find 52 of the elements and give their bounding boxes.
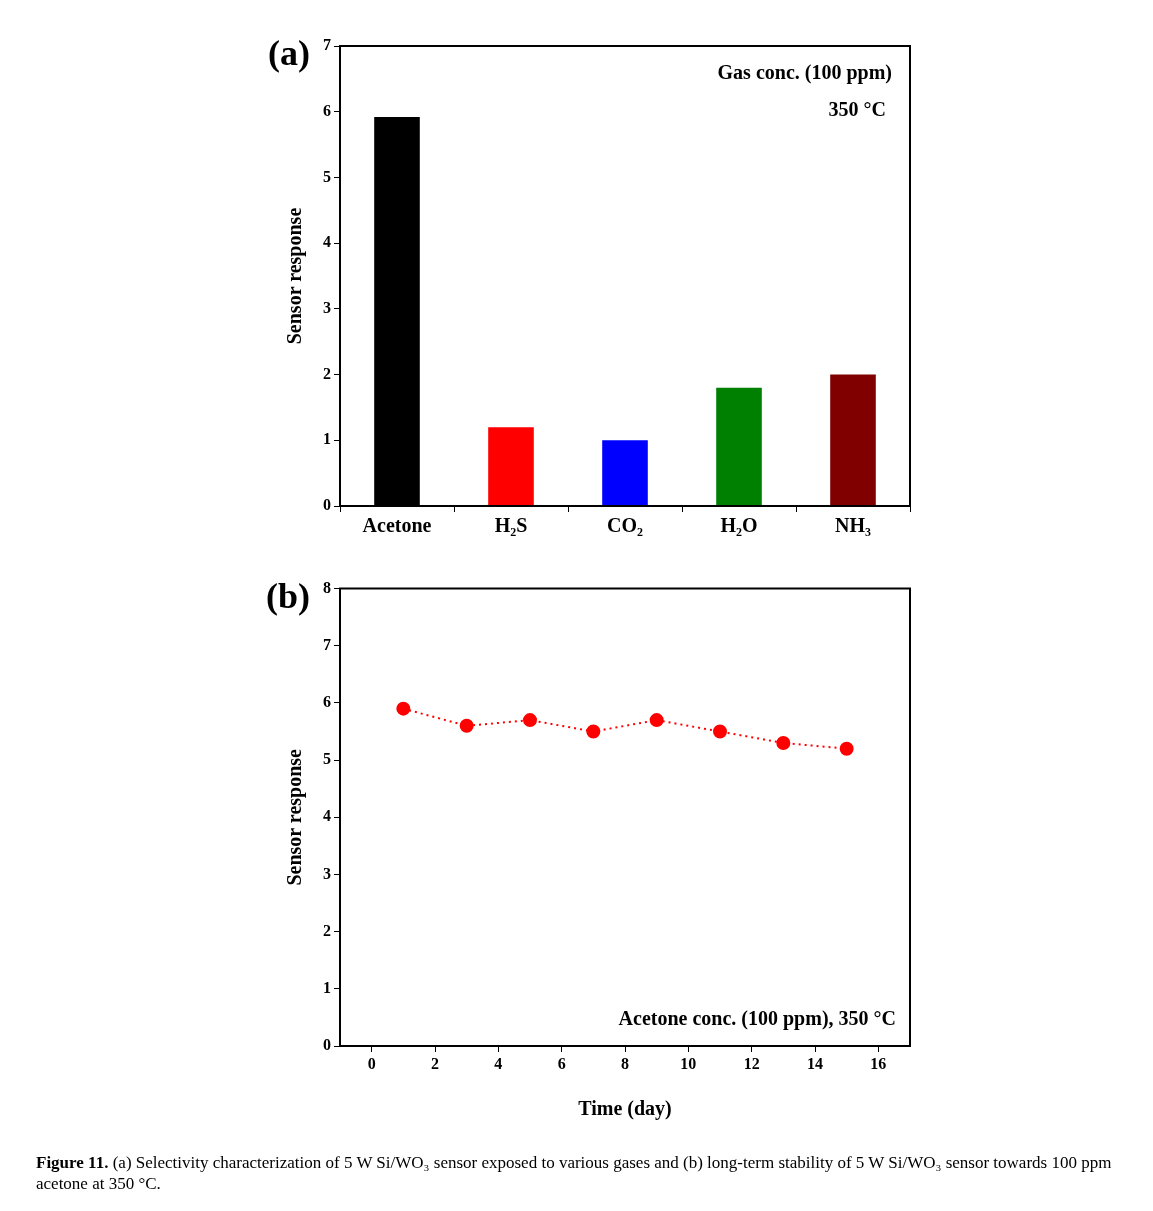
y-axis-title: Sensor response (283, 207, 307, 345)
annotation: Gas conc. (100 ppm) (717, 61, 892, 85)
x-tick-label: 14 (807, 1054, 823, 1072)
point (649, 713, 664, 728)
point (839, 741, 854, 756)
bar (602, 440, 648, 506)
y-tick-label: 7 (323, 36, 331, 54)
x-axis-title: Time (day) (578, 1097, 672, 1121)
x-tick-label: 6 (557, 1054, 566, 1072)
x-tick-label: 8 (621, 1054, 629, 1072)
y-tick-label: 1 (323, 978, 331, 996)
point (776, 735, 791, 750)
y-tick-label: 4 (323, 233, 331, 251)
point (523, 713, 537, 728)
y-axis-title: Sensor response (283, 748, 307, 886)
x-tick-label: H₂S (494, 514, 528, 537)
y-tick-label: 4 (323, 807, 331, 825)
y-tick-label: 3 (323, 864, 331, 882)
bar (830, 374, 876, 506)
bar (488, 427, 534, 506)
point (713, 724, 727, 739)
bar (716, 387, 762, 506)
annotation: 350 °C (828, 98, 886, 121)
y-tick-label: 0 (323, 496, 331, 514)
x-tick-label: Acetone (362, 514, 432, 537)
y-tick-label: 6 (323, 101, 331, 119)
x-tick-label: CO₂ (607, 514, 643, 537)
y-tick-label: 2 (323, 364, 331, 382)
x-tick-label: H₂O (720, 514, 758, 537)
point (459, 718, 474, 733)
point (586, 724, 601, 739)
text: (b) (266, 575, 310, 616)
x-tick-label: 10 (680, 1054, 697, 1072)
y-tick-label: 2 (323, 921, 331, 939)
y-tick-label: 0 (323, 1036, 331, 1054)
y-tick-label: 5 (323, 167, 331, 185)
x-tick-label: 16 (870, 1054, 887, 1072)
point (396, 701, 411, 716)
x-tick-label: NH₃ (835, 514, 871, 537)
annotation: Acetone conc. (100 ppm), 350 °C (618, 1007, 896, 1031)
y-tick-label: 1 (323, 430, 331, 448)
y-tick-label: 6 (323, 693, 331, 711)
y-tick-label: 3 (323, 299, 331, 316)
x-tick-label: 0 (367, 1054, 376, 1072)
caption: Figure 11. (a) Selectivity characterization of 5 W Si/WO₃ sensor exposed to various gases and (b) long-term stability of 5 W Si/WO₃ sensor towards 100 ppm acetone at 350 °C. (36, 1152, 1113, 1194)
y-tick-label: 5 (323, 750, 331, 768)
x-tick-label: 2 (431, 1054, 439, 1072)
x-tick-label: 12 (743, 1054, 760, 1072)
x-tick-label: 4 (494, 1054, 503, 1072)
y-tick-label: 7 (323, 635, 331, 653)
y-tick-label: 8 (323, 578, 331, 596)
text: (a) (268, 33, 310, 74)
